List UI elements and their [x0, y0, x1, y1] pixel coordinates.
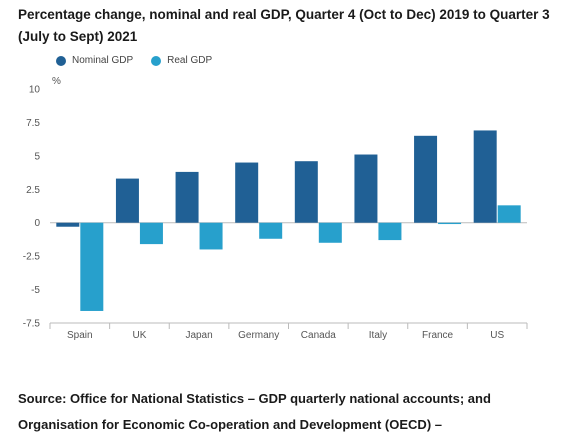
bar-nominal-germany — [235, 162, 259, 223]
bar-nominal-uk — [115, 178, 139, 223]
legend-label-real: Real GDP — [167, 55, 213, 66]
bar-nominal-canada — [294, 161, 318, 223]
x-tick-label: France — [422, 330, 454, 341]
x-tick-label: Canada — [301, 330, 336, 341]
y-tick-label: -7.5 — [23, 319, 41, 330]
y-axis-unit: % — [52, 76, 61, 87]
x-tick-label: UK — [132, 330, 146, 341]
chart-title: Percentage change, nominal and real GDP,… — [18, 7, 550, 44]
legend-swatch-real — [151, 55, 162, 66]
y-tick-label: 7.5 — [26, 118, 40, 129]
y-tick-label: -2.5 — [23, 252, 41, 263]
bar-real-us — [497, 205, 521, 223]
x-tick-label: Spain — [67, 330, 93, 341]
y-tick-label: -5 — [31, 285, 40, 296]
x-tick-label: Germany — [238, 330, 279, 341]
bar-nominal-italy — [354, 154, 378, 223]
y-tick-label: 10 — [29, 85, 41, 96]
bar-nominal-france — [414, 135, 438, 223]
bar-real-germany — [259, 222, 283, 239]
legend-label-nominal: Nominal GDP — [72, 55, 134, 66]
legend: Nominal GDP Real GDP — [56, 55, 212, 66]
x-tick-label: US — [490, 330, 504, 341]
bar-real-uk — [139, 222, 163, 245]
source-note: Source: Office for National Statistics –… — [18, 391, 491, 432]
bar-nominal-spain — [56, 222, 80, 227]
bar-real-canada — [318, 222, 342, 243]
bar-real-spain — [80, 222, 104, 311]
legend-swatch-nominal — [56, 55, 66, 66]
bar-real-italy — [378, 222, 402, 241]
bar-real-france — [438, 222, 462, 225]
y-tick-label: 2.5 — [26, 185, 40, 196]
bar-nominal-us — [473, 130, 497, 223]
x-tick-label: Japan — [185, 330, 212, 341]
y-tick-label: 5 — [34, 151, 40, 162]
x-tick-label: Italy — [369, 330, 387, 341]
bar-nominal-japan — [175, 171, 199, 223]
bar-real-japan — [199, 222, 223, 250]
y-tick-label: 0 — [34, 218, 40, 229]
legend-item-real: Real GDP — [151, 55, 212, 66]
legend-item-nominal: Nominal GDP — [56, 55, 133, 66]
